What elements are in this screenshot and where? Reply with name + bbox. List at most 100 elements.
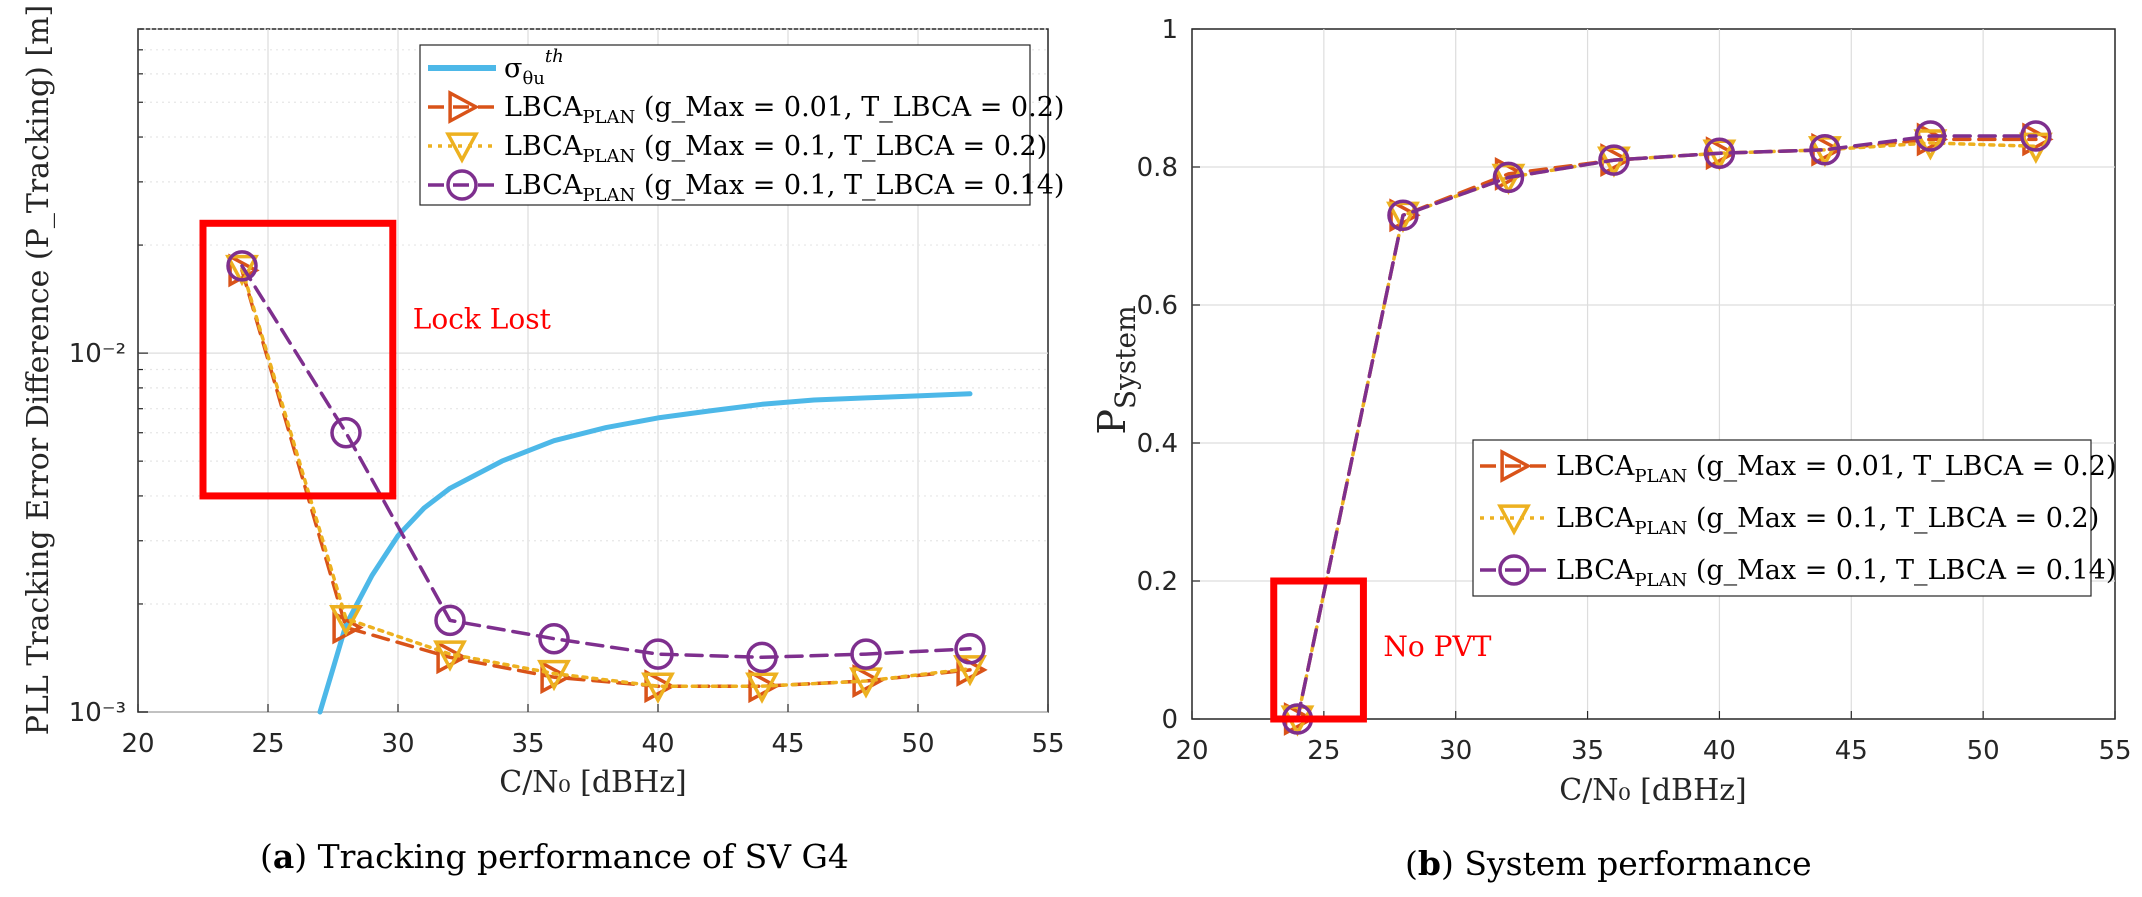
- data-point: [433, 640, 467, 672]
- y-tick-label: 0: [1161, 705, 1178, 735]
- panel-b-ticks: 20 25 30 35 40 45 50 55 0 0.2 0.4 0.6 0.8 1: [1137, 15, 2132, 766]
- annotation-box: [199, 219, 397, 500]
- data-point: [745, 672, 779, 704]
- x-tick-label: 45: [771, 729, 804, 759]
- panel-b-annotation: No PVT: [1270, 577, 1492, 723]
- legend-marker: [448, 90, 480, 124]
- series-0: [317, 391, 973, 715]
- panel-b-series: [1280, 120, 2054, 737]
- x-tick-label: 25: [1307, 736, 1340, 766]
- data-point: [329, 605, 363, 637]
- data-point: [1389, 198, 1421, 233]
- x-tick-label: 30: [381, 729, 414, 759]
- legend-marker: [445, 132, 479, 164]
- data-point: [953, 655, 987, 687]
- x-tick-label: 55: [2098, 736, 2131, 766]
- panel-a-tracking-chart: 20 25 30 35 40 45 50 55 10⁻³ 10⁻² Lock Lost σθuth…: [21, 5, 1065, 876]
- y-tick-label: 0.4: [1137, 429, 1178, 459]
- panel-a-legend-box: [419, 44, 1031, 206]
- ylabel-sub: System: [1109, 305, 1142, 409]
- series-line: [240, 264, 972, 660]
- legend-label: LBCAPLAN (g_Max = 0.01, T_LBCA = 0.2): [1556, 451, 2116, 487]
- x-tick-label: 55: [1031, 729, 1064, 759]
- panel-b-legend: LBCAPLAN (g_Max = 0.01, T_LBCA = 0.2) LBC…: [1472, 439, 2116, 597]
- y-tick-label: 0.8: [1137, 153, 1178, 183]
- series-line: [317, 391, 973, 715]
- data-point: [434, 604, 466, 637]
- legend-marker: [1500, 449, 1532, 483]
- data-point: [1387, 199, 1419, 232]
- legend-entry: LBCAPLAN (g_Max = 0.1, T_LBCA = 0.2): [428, 131, 1047, 167]
- x-tick-label: 50: [1967, 736, 2000, 766]
- panel-a-annotation: Lock Lost: [199, 219, 552, 500]
- legend-entry: LBCAPLAN (g_Max = 0.01, T_LBCA = 0.2): [428, 90, 1064, 128]
- data-point: [850, 638, 882, 670]
- annotation-label: Lock Lost: [413, 302, 552, 335]
- y-tick-label: 10⁻²: [69, 339, 126, 369]
- y-tick-label: 1: [1161, 15, 1178, 45]
- x-tick-label: 30: [1439, 736, 1472, 766]
- data-point: [1809, 134, 1841, 166]
- legend-marker: [446, 169, 478, 201]
- annotation-box: [1270, 577, 1367, 723]
- panel-a-ticks: 20 25 30 35 40 45 50 55 10⁻³ 10⁻²: [69, 28, 1065, 759]
- y-tick-label: 10⁻³: [69, 698, 126, 728]
- data-point: [1492, 161, 1525, 194]
- series-line: [240, 268, 972, 688]
- panel-b-x-axis-label: C/N₀ [dBHz]: [1559, 773, 1747, 808]
- data-point: [641, 672, 675, 704]
- y-tick-label: 0.6: [1137, 291, 1178, 321]
- panel-b-system-chart: 20 25 30 35 40 45 50 55 0 0.2 0.4 0.6 0.8 1 No PVT LB…: [1090, 15, 2132, 883]
- data-point: [1386, 201, 1420, 233]
- x-tick-label: 40: [1703, 736, 1736, 766]
- annotation-label: No PVT: [1383, 630, 1491, 663]
- legend-label: LBCAPLAN (g_Max = 0.1, T_LBCA = 0.2): [1556, 503, 2099, 539]
- data-point: [332, 610, 364, 645]
- data-point: [2020, 120, 2052, 152]
- data-point: [537, 659, 571, 692]
- data-point: [1914, 120, 1947, 152]
- legend-label: σθuth: [504, 46, 564, 89]
- data-point: [954, 633, 986, 665]
- legend-marker: [1497, 504, 1531, 536]
- x-tick-label: 20: [121, 729, 154, 759]
- panel-b-y-axis-label: PSystem: [1090, 305, 1142, 434]
- legend-entry: LBCAPLAN (g_Max = 0.1, T_LBCA = 0.14): [1480, 554, 2116, 591]
- series-line: [240, 266, 972, 688]
- data-point: [330, 416, 362, 449]
- x-tick-label: 20: [1175, 736, 1208, 766]
- legend-entry: σθuth: [428, 46, 564, 89]
- x-tick-label: 45: [1835, 736, 1868, 766]
- y-tick-label: 0.2: [1137, 567, 1178, 597]
- legend-marker: [1498, 554, 1530, 586]
- x-tick-label: 25: [251, 729, 284, 759]
- data-point: [1913, 129, 1948, 161]
- x-tick-label: 35: [511, 729, 544, 759]
- panel-a-caption: (a) Tracking performance of SV G4: [260, 837, 849, 876]
- legend-entry: LBCAPLAN (g_Max = 0.01, T_LBCA = 0.2): [1480, 449, 2116, 487]
- data-point: [1598, 144, 1630, 176]
- panel-b-plot-area: [1191, 28, 2116, 720]
- ylabel-main: P: [1090, 409, 1134, 435]
- data-point: [225, 254, 259, 287]
- panel-b-caption: (b) System performance: [1405, 844, 1812, 883]
- panel-a-x-axis-label: C/N₀ [dBHz]: [499, 765, 687, 800]
- data-point: [1703, 137, 1736, 169]
- panel-a-y-axis-label: PLL Tracking Error Difference (P_Trackin…: [21, 5, 56, 736]
- data-point: [746, 641, 778, 674]
- legend-label: LBCAPLAN (g_Max = 0.1, T_LBCA = 0.14): [1556, 555, 2116, 591]
- legend-entry: LBCAPLAN (g_Max = 0.1, T_LBCA = 0.14): [428, 169, 1064, 206]
- x-tick-label: 50: [901, 729, 934, 759]
- series-3: [226, 250, 986, 674]
- data-point: [1600, 143, 1632, 178]
- legend-label: LBCAPLAN (g_Max = 0.01, T_LBCA = 0.2): [504, 92, 1064, 128]
- series-2: [225, 254, 987, 704]
- data-point: [1491, 163, 1526, 196]
- data-point: [538, 622, 570, 655]
- legend-label: LBCAPLAN (g_Max = 0.1, T_LBCA = 0.14): [504, 170, 1064, 206]
- series-line: [1295, 134, 2038, 721]
- data-point: [748, 669, 780, 704]
- panel-a-series: [225, 250, 988, 715]
